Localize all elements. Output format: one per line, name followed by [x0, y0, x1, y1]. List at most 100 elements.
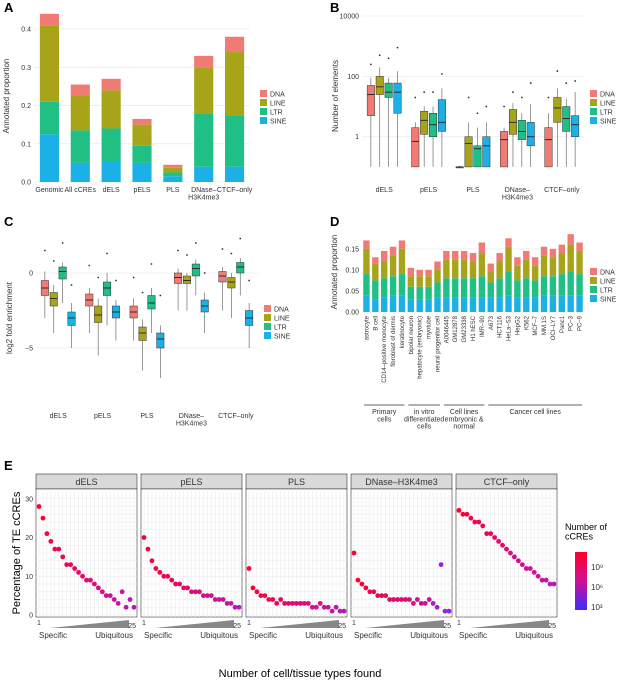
panel-b-legend-key-DNA [590, 90, 597, 97]
panel-b-outlier [476, 112, 479, 115]
panel-e-point [44, 531, 50, 537]
panel-e-point [145, 546, 151, 552]
panel-a-bar-line [70, 96, 90, 131]
panel-e-point [278, 597, 284, 602]
panel-d-bar-ltr [540, 276, 548, 296]
panel-d-ytick: 0.05 [345, 288, 359, 295]
panel-e-point [468, 515, 474, 521]
panel-a-ytick: 0.4 [21, 27, 31, 34]
panel-e-point [236, 604, 242, 610]
panel-d-bar-dna [452, 250, 459, 260]
panel-d-xtick: bipolar neuron [409, 316, 415, 354]
panel-e-colorbar-title: Number of cCREs [565, 522, 608, 541]
panel-e-point [309, 604, 315, 610]
panel-d-bar-ltr [398, 274, 406, 296]
panel-d-bar-sine [363, 295, 370, 312]
panel-b-box-line [375, 76, 384, 95]
panel-d-bar-sine [567, 295, 574, 312]
panel-b-legend-label-LTR: LTR [600, 110, 613, 117]
panel-b-xtick: DNase– H3K4me3 [502, 187, 533, 201]
panel-d-bar-sine [443, 297, 450, 312]
panel-e-point [434, 604, 440, 610]
panel-d-bar-ltr [514, 280, 521, 298]
panel-e-point [103, 593, 109, 599]
panel-e-point [290, 600, 295, 606]
panel-d-bar-dna [389, 246, 397, 256]
panel-c-box-ltr [103, 281, 112, 296]
panel-d-bar-ltr [478, 276, 486, 298]
panel-e-xtick: 25 [548, 623, 556, 630]
panel-e-point [531, 569, 537, 575]
panel-d-ytick: 0.00 [345, 310, 359, 317]
panel-c-outlier [203, 272, 206, 274]
panel-letter-C: C [4, 214, 14, 229]
panel-e-point [371, 589, 377, 595]
panel-c-legend-key-LTR [264, 323, 271, 330]
panel-d-group-label: in vitro differentiated cells [404, 409, 444, 431]
panel-d-bar-dna [398, 240, 406, 249]
panel-e-point [216, 597, 222, 602]
panel-d-bar-line [567, 244, 574, 272]
panel-d-xtick: PC–3 [569, 315, 575, 331]
panel-c-outlier [177, 249, 179, 252]
panel-a-bar-line [194, 67, 214, 114]
panel-e-ubiquitous-label: Ubiquitous [305, 631, 343, 640]
panel-e-point [141, 535, 147, 540]
panel-d-bar-dna [478, 242, 486, 254]
panel-e-point [197, 589, 202, 595]
panel-c-outlier [230, 252, 233, 255]
panel-e-point [220, 597, 226, 602]
panel-b-legend-label-SINE: SINE [600, 119, 617, 126]
panel-c-ytick: −5 [25, 346, 33, 353]
panel-d-xtick: IMR–90 [480, 315, 486, 337]
panel-d-xtick: GM23338 [462, 315, 468, 342]
panel-d-bar-ltr [363, 274, 370, 296]
panel-e-point [508, 550, 513, 556]
panel-e-point [446, 608, 452, 614]
panel-a-bar-sine [101, 160, 121, 182]
panel-d-bar-dna [372, 257, 379, 264]
panel-e-point [523, 566, 529, 571]
panel-b-box-sine [482, 136, 491, 168]
panel-e-specific-label: Specific [39, 631, 67, 640]
panel-a-xtick: DNase– H3K4me3 [188, 187, 219, 201]
panel-d-bar-sine [407, 299, 415, 312]
panel-e-point [200, 593, 206, 599]
panel-letter-D: D [330, 214, 339, 229]
panel-b-box-dna [366, 85, 375, 116]
panel-e-point [72, 566, 78, 571]
panel-e-point [80, 573, 85, 579]
panel-e-point [476, 519, 482, 525]
panel-c-legend-label-LINE: LINE [274, 316, 290, 323]
panel-d-bar-sine [469, 297, 477, 312]
panel-e-point [403, 597, 408, 602]
panel-b-legend-key-LINE [590, 99, 597, 106]
panel-b-outlier [387, 57, 390, 60]
panel-c-box-sine [67, 311, 76, 326]
panel-e-point [99, 589, 105, 595]
panel-e-point [539, 577, 545, 583]
panel-d-xtick: OCI–LY7 [551, 315, 557, 340]
panel-d-bar-ltr [567, 272, 574, 296]
panel-e-facet-title: PLS [288, 477, 305, 487]
panel-e-point [48, 538, 54, 544]
panel-e-point [165, 573, 171, 579]
panel-d-bar-line [487, 272, 494, 283]
panel-b-box-ltr [517, 120, 526, 140]
panel-e-point [387, 597, 393, 602]
panel-b-outlier [467, 96, 470, 99]
panel-b-legend-label-LINE: LINE [600, 101, 616, 108]
panel-d-bar-line [523, 259, 530, 279]
panel-d-bar-dna [434, 261, 441, 270]
panel-d-bar-line [576, 250, 583, 275]
panel-d-bar-ltr [496, 278, 503, 298]
panel-c-xtick: pELS [94, 413, 111, 420]
panel-d-bar-sine [540, 295, 548, 312]
panel-e-point [367, 589, 373, 595]
panel-d-bar-sine [452, 297, 459, 312]
panel-d-bar-line [425, 276, 432, 287]
panel-e-point [363, 585, 369, 591]
panel-d-xtick: myotube [427, 315, 433, 339]
panel-a-bar-ltr [225, 115, 245, 167]
panel-c-xtick: DNase– H3K4me3 [176, 413, 207, 427]
